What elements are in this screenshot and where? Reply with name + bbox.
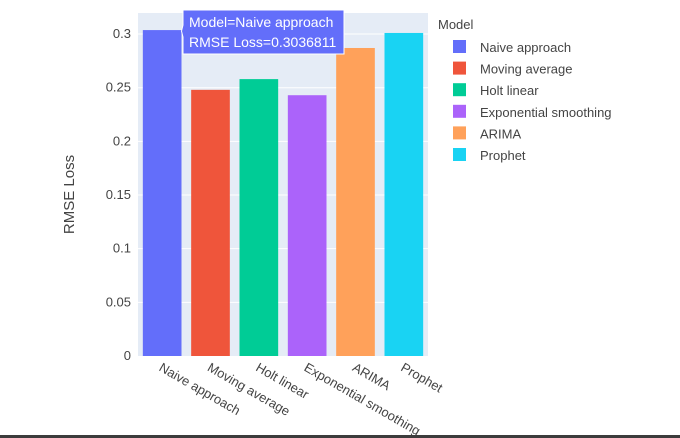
y-tick-label: 0 [124,348,131,363]
legend-swatch [453,104,466,118]
legend-label: Naive approach [480,40,571,55]
y-tick-label: 0.15 [106,187,131,202]
legend-item[interactable]: Exponential smoothing [453,104,612,120]
y-tick-label: 0.1 [113,241,131,256]
legend-item[interactable]: ARIMA [453,126,522,141]
y-tick-label: 0.2 [113,133,131,148]
x-tick-label: Moving average [205,360,293,419]
legend-swatch [453,40,466,53]
bar-prophet[interactable] [384,32,424,357]
x-tick-label: Prophet [398,360,445,396]
legend-label: Holt linear [480,83,539,98]
legend-swatch [453,126,466,140]
hover-tooltip: Model=Naive approach RMSE Loss=0.3036811 [180,9,345,55]
legend-label: Exponential smoothing [480,105,612,120]
legend-item[interactable]: Holt linear [453,83,539,98]
hover-model-text: Model=Naive approach [189,14,333,30]
legend-label: Prophet [480,148,526,163]
legend-title: Model [438,17,474,32]
hover-tooltip-box [180,9,345,55]
legend-swatch [453,148,466,161]
legend-item[interactable]: Prophet [453,148,526,163]
legend-item[interactable]: Moving average [453,61,573,77]
bar-arima[interactable] [336,47,375,357]
bar-moving-average[interactable] [191,89,230,357]
y-axis-title: RMSE Loss [61,155,78,234]
x-tick-label: Naive approach [157,360,243,419]
y-tick-label: 0.25 [106,80,131,95]
bar-naive-approach[interactable] [142,30,182,357]
bottom-border [0,435,680,438]
hover-loss-text: RMSE Loss=0.3036811 [189,34,336,50]
plot-background [138,13,428,356]
bar-exponential-smoothing[interactable] [287,95,327,357]
y-tick-label: 0.05 [106,294,131,309]
legend-swatch [453,83,466,97]
legend-label: Moving average [480,62,573,77]
legend-label: ARIMA [480,126,522,141]
y-tick-label: 0.3 [113,26,131,41]
legend-swatch [453,61,466,75]
legend-item[interactable]: Naive approach [453,40,571,55]
bar-holt-linear[interactable] [239,79,279,356]
